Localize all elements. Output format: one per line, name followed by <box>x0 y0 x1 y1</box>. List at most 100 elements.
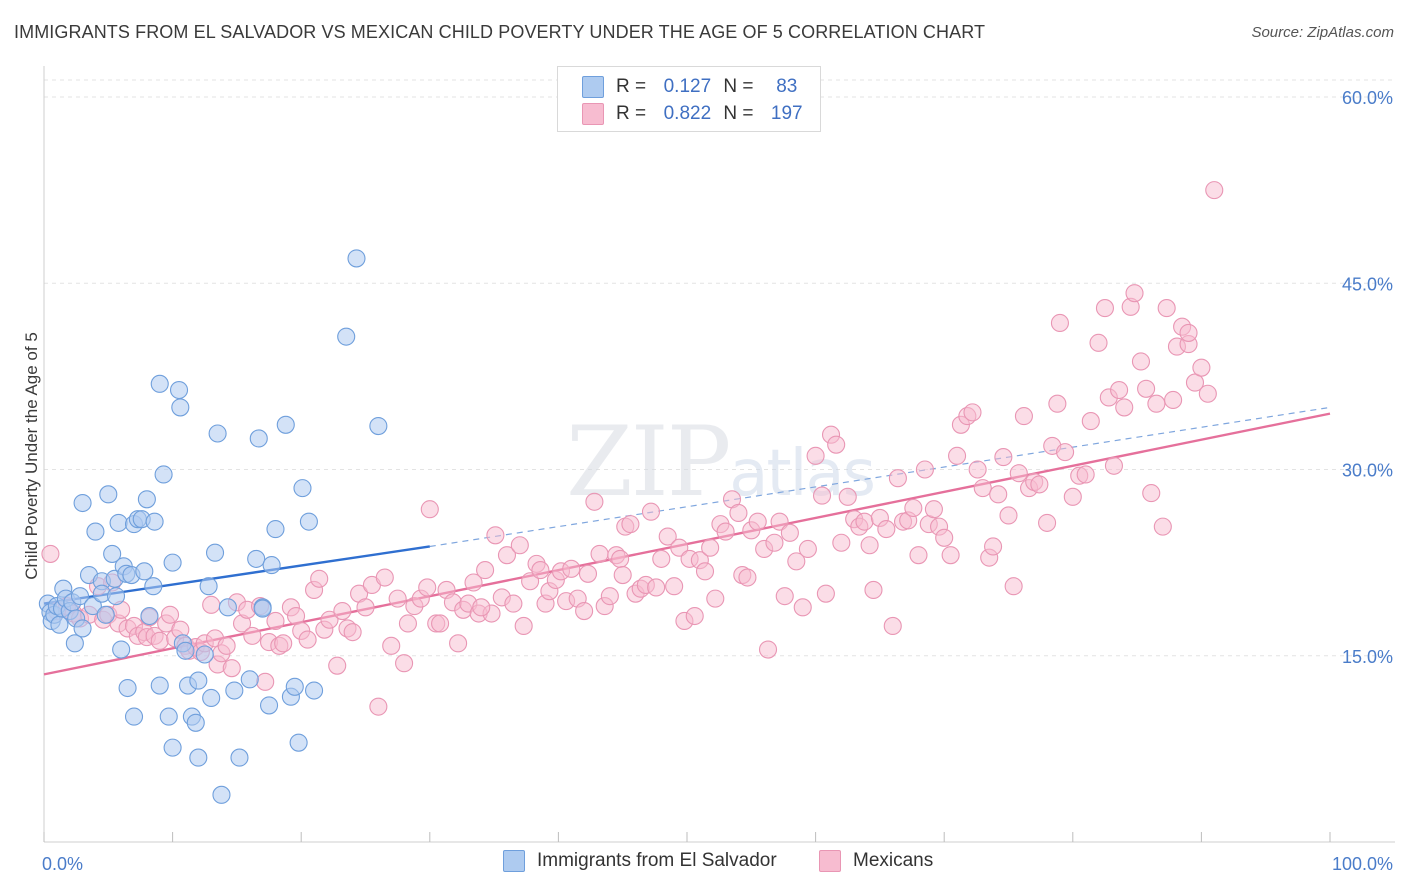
data-point-mexicans <box>274 634 293 653</box>
data-point-mexicans <box>328 656 347 675</box>
data-point-mexicans <box>864 580 883 599</box>
data-point-mexicans <box>989 485 1008 504</box>
axes <box>43 66 1395 843</box>
data-point-mexicans <box>398 614 417 633</box>
data-point-mexicans <box>806 446 825 465</box>
data-point-el-salvador <box>369 416 388 436</box>
data-point-mexicans <box>652 549 671 568</box>
data-point-mexicans <box>472 598 491 617</box>
bottom-legend-label: Mexicans <box>853 850 934 871</box>
data-point-mexicans <box>1131 352 1151 371</box>
legend-r-label: R = <box>616 103 647 124</box>
data-point-mexicans <box>701 538 720 557</box>
data-point-mexicans <box>1205 181 1224 200</box>
data-point-mexicans <box>883 616 902 636</box>
data-point-el-salvador <box>205 543 225 562</box>
data-point-mexicans <box>963 403 982 422</box>
data-point-mexicans <box>729 503 748 523</box>
data-point-el-salvador <box>189 671 208 690</box>
data-point-mexicans <box>1009 464 1028 483</box>
data-point-mexicans <box>160 605 180 624</box>
data-point-mexicans <box>310 569 329 588</box>
data-point-mexicans <box>1198 384 1217 403</box>
x-tick-label: 100.0% <box>1332 854 1393 874</box>
data-point-mexicans <box>356 598 375 617</box>
data-point-el-salvador <box>73 493 92 513</box>
data-point-mexicans <box>641 502 661 521</box>
data-point-el-salvador <box>199 577 218 596</box>
data-point-el-salvador <box>150 374 169 393</box>
y-tick-labels: 15.0% 30.0% 45.0% 60.0% <box>1342 88 1393 667</box>
data-point-mexicans <box>647 578 666 597</box>
data-point-el-salvador <box>103 544 122 563</box>
data-point-el-salvador <box>86 522 105 541</box>
data-point-mexicans <box>775 587 794 606</box>
x-tick-label: 0.0% <box>42 854 83 874</box>
legend-swatch-pink <box>582 103 604 125</box>
bottom-legend-swatch-pink <box>819 850 841 872</box>
data-point-mexicans <box>375 568 394 587</box>
data-point-mexicans <box>1104 456 1124 475</box>
data-point-mexicans <box>1185 373 1205 392</box>
data-point-mexicans <box>510 536 529 555</box>
data-point-mexicans <box>1115 398 1134 417</box>
data-point-mexicans <box>298 630 317 649</box>
data-point-mexicans <box>999 506 1018 525</box>
data-point-el-salvador <box>106 587 126 606</box>
data-point-mexicans <box>877 520 896 539</box>
legend-row-el-salvador: R = 0.127 N = 83 <box>582 73 815 101</box>
data-point-el-salvador <box>124 707 144 726</box>
data-point-mexicans <box>369 697 388 716</box>
legend-row-mexicans: R = 0.822 N = 197 <box>582 100 815 128</box>
trend-line-el-salvador-extension <box>429 406 1331 548</box>
x-tick-labels: 0.0% 100.0% <box>42 854 1393 874</box>
y-tick-label: 45.0% <box>1342 274 1393 294</box>
data-point-mexicans <box>716 522 735 541</box>
data-point-mexicans <box>497 546 517 565</box>
y-axis-label: Child Poverty Under the Age of 5 <box>22 332 41 580</box>
stats-legend: R = 0.127 N = 83 R = 0.822 N = 197 <box>557 66 821 132</box>
data-point-mexicans <box>706 589 725 608</box>
data-point-mexicans <box>343 623 362 642</box>
data-point-el-salvador <box>70 587 90 606</box>
data-point-mexicans <box>585 492 604 511</box>
data-point-el-salvador <box>293 479 312 498</box>
data-point-mexicans <box>578 564 598 583</box>
data-point-el-salvador <box>247 549 266 568</box>
data-point-mexicans <box>658 527 677 546</box>
data-point-mexicans <box>1095 299 1114 318</box>
bottom-legend-el-salvador: Immigrants from El Salvador <box>503 850 777 872</box>
data-point-mexicans <box>888 469 907 488</box>
data-point-mexicans <box>827 435 846 454</box>
data-point-el-salvador <box>186 713 205 732</box>
data-point-mexicans <box>531 561 550 580</box>
data-point-mexicans <box>665 577 684 596</box>
data-point-mexicans <box>787 552 806 571</box>
data-point-el-salvador <box>176 641 195 660</box>
data-point-el-salvador <box>109 513 128 532</box>
data-point-el-salvador <box>276 415 295 434</box>
data-point-el-salvador <box>171 398 190 417</box>
data-point-el-salvador <box>189 748 208 767</box>
data-point-mexicans <box>1157 299 1176 318</box>
series-mexicans-points <box>41 181 1224 716</box>
data-point-el-salvador <box>285 677 304 696</box>
data-point-el-salvador <box>73 619 92 638</box>
bottom-legend-label: Immigrants from El Salvador <box>537 850 777 871</box>
data-point-mexicans <box>449 634 468 653</box>
data-point-mexicans <box>855 512 874 531</box>
bottom-legend-mexicans: Mexicans <box>819 850 933 872</box>
data-point-el-salvador <box>140 606 159 626</box>
data-point-mexicans <box>420 500 439 519</box>
data-point-mexicans <box>924 500 943 519</box>
data-point-el-salvador <box>259 696 279 715</box>
data-point-mexicans <box>1063 487 1082 506</box>
data-point-mexicans <box>320 610 339 629</box>
data-point-mexicans <box>514 616 533 636</box>
data-point-mexicans <box>486 526 505 545</box>
data-point-mexicans <box>621 515 640 534</box>
legend-swatch-blue <box>582 76 604 98</box>
data-point-mexicans <box>832 533 851 552</box>
data-point-el-salvador <box>230 748 249 767</box>
